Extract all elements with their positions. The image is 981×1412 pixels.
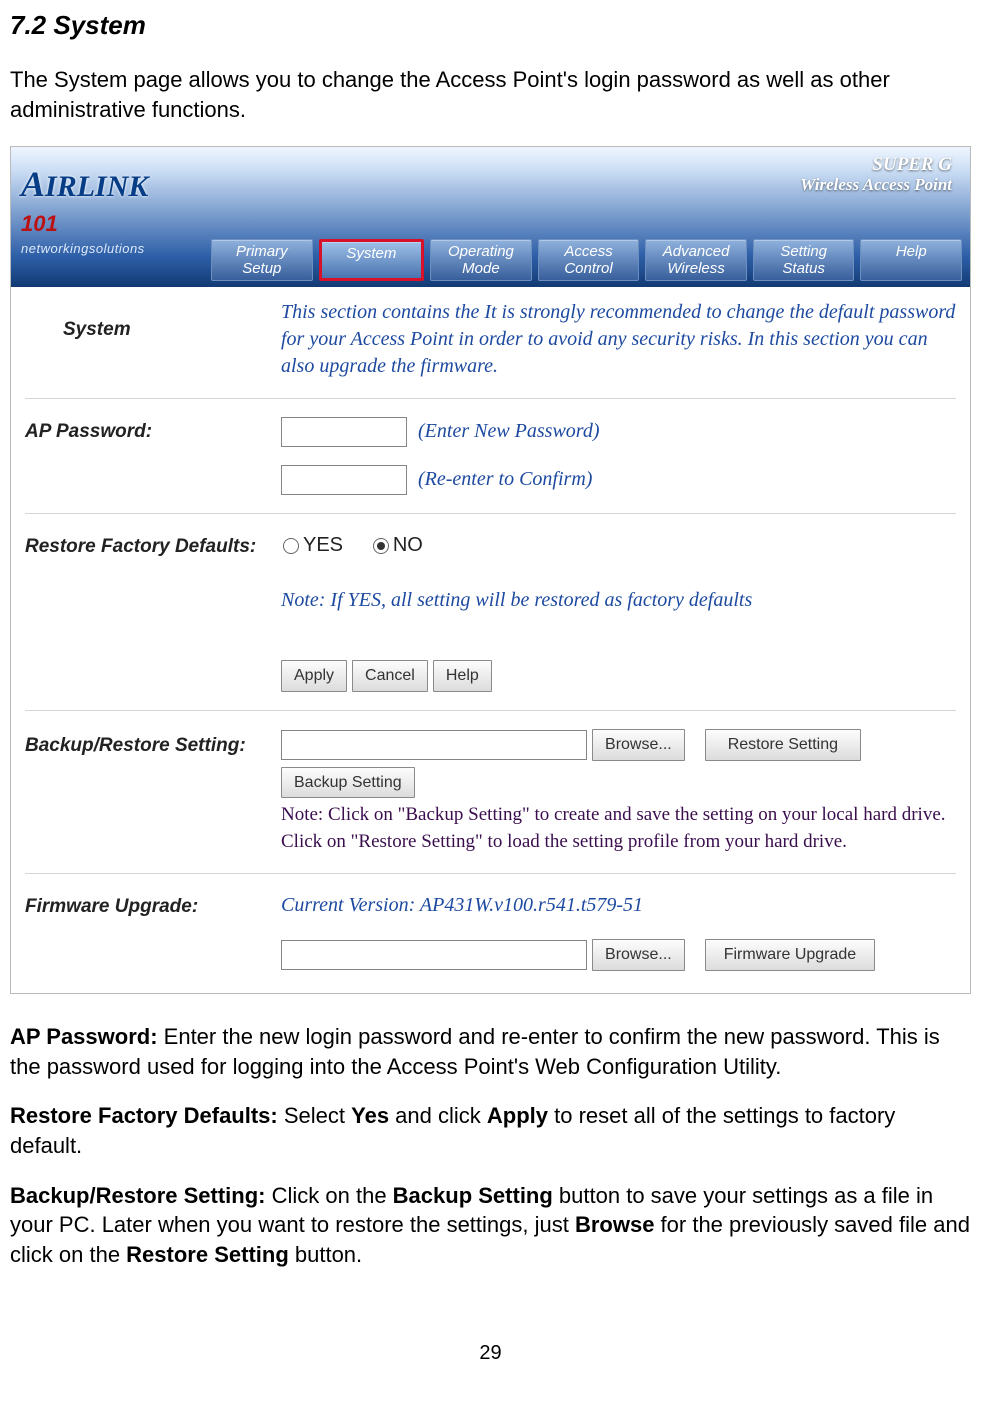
- label-system: System: [25, 299, 275, 380]
- brand-logo: AIRLINK 101 networkingsolutions: [21, 160, 148, 257]
- label-ap-password: AP Password:: [25, 417, 275, 495]
- firmware-upgrade-button[interactable]: Firmware Upgrade: [705, 939, 875, 971]
- new-password-input[interactable]: [281, 417, 407, 447]
- backup-restore-note: Note: Click on "Backup Setting" to creat…: [281, 802, 956, 855]
- radio-no[interactable]: [373, 538, 389, 554]
- firmware-version: Current Version: AP431W.v100.r541.t579-5…: [281, 892, 956, 919]
- apply-button[interactable]: Apply: [281, 660, 347, 692]
- p3-label: Backup/Restore Setting:: [10, 1183, 266, 1208]
- restore-setting-button[interactable]: Restore Setting: [705, 729, 861, 761]
- restore-defaults-options: YES NO: [281, 532, 956, 559]
- p2-label: Restore Factory Defaults:: [10, 1103, 278, 1128]
- label-restore-defaults: Restore Factory Defaults:: [25, 532, 275, 692]
- tab-operating-mode[interactable]: OperatingMode: [430, 239, 532, 282]
- router-header: AIRLINK 101 networkingsolutions SUPER G …: [11, 147, 970, 287]
- section-title: 7.2 System: [10, 8, 971, 43]
- radio-yes-label: YES: [303, 534, 343, 556]
- restore-defaults-block: YES NO Note: If YES, all setting will be…: [281, 532, 956, 692]
- p1-label: AP Password:: [10, 1024, 158, 1049]
- page-number: 29: [10, 1340, 971, 1367]
- tab-help[interactable]: Help: [860, 239, 962, 282]
- tab-system[interactable]: System: [319, 239, 425, 282]
- radio-no-label: NO: [393, 534, 423, 556]
- system-description: This section contains the It is strongly…: [281, 299, 956, 380]
- confirm-password-hint: (Re-enter to Confirm): [418, 468, 592, 490]
- nav-tabs: PrimarySetup System OperatingMode Access…: [211, 239, 962, 282]
- label-backup-restore: Backup/Restore Setting:: [25, 729, 275, 855]
- screenshot-figure: AIRLINK 101 networkingsolutions SUPER G …: [10, 146, 971, 994]
- tab-advanced-wireless[interactable]: AdvancedWireless: [645, 239, 747, 282]
- label-firmware-upgrade: Firmware Upgrade:: [25, 892, 275, 971]
- intro-paragraph: The System page allows you to change the…: [10, 65, 971, 124]
- restore-file-input[interactable]: [281, 730, 587, 760]
- firmware-file-input[interactable]: [281, 940, 587, 970]
- tab-access-control[interactable]: AccessControl: [538, 239, 640, 282]
- tab-setting-status[interactable]: SettingStatus: [753, 239, 855, 282]
- confirm-password-input[interactable]: [281, 465, 407, 495]
- tab-primary-setup[interactable]: PrimarySetup: [211, 239, 313, 282]
- new-password-hint: (Enter New Password): [418, 420, 599, 442]
- help-button[interactable]: Help: [433, 660, 492, 692]
- restore-defaults-note: Note: If YES, all setting will be restor…: [281, 587, 956, 614]
- firmware-upgrade-block: Current Version: AP431W.v100.r541.t579-5…: [281, 892, 956, 971]
- backup-setting-button[interactable]: Backup Setting: [281, 767, 415, 799]
- backup-restore-block: Browse... Restore Setting Backup Setting…: [281, 729, 956, 855]
- ap-password-fields: (Enter New Password) (Re-enter to Confir…: [281, 417, 956, 495]
- cancel-button[interactable]: Cancel: [352, 660, 428, 692]
- browse-button-2[interactable]: Browse...: [592, 939, 685, 971]
- description-paragraphs: AP Password: Enter the new login passwor…: [10, 1022, 971, 1270]
- screenshot-body: System This section contains the It is s…: [11, 287, 970, 993]
- product-tagline: SUPER G Wireless Access Point: [800, 155, 952, 195]
- browse-button-1[interactable]: Browse...: [592, 729, 685, 761]
- radio-yes[interactable]: [283, 538, 299, 554]
